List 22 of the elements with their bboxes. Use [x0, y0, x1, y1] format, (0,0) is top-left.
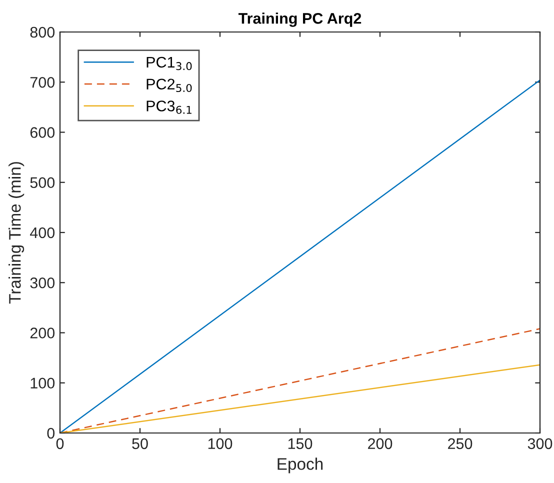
y-tick-label: 200: [30, 328, 55, 338]
y-tick-label: 800: [30, 26, 55, 38]
y-tick-label: 600: [30, 127, 55, 138]
y-tick-label: 700: [30, 76, 55, 88]
x-tick-label: 150: [288, 438, 312, 450]
y-tick-label: 500: [30, 177, 55, 188]
legend-label: PC3$_{6.1}$: [146, 100, 192, 114]
x-tick-label: 50: [132, 438, 148, 450]
x-tick-label: 0: [56, 438, 64, 450]
x-axis-title: Epoch: [278, 458, 323, 474]
x-tick-label: 300: [528, 438, 552, 450]
x-tick-label: 100: [208, 438, 232, 450]
legend-label: PC2$_{5.0}$: [146, 78, 192, 92]
y-tick-label: 100: [30, 378, 55, 389]
x-tick-label: 250: [448, 438, 472, 450]
chart-title: Training PC Arq2: [238, 12, 362, 27]
y-tick-label: 0: [47, 428, 55, 439]
y-axis-title: Training Time (min): [8, 162, 24, 304]
legend-label: PC1$_{3.0}$: [146, 56, 192, 70]
y-tick-label: 300: [30, 277, 55, 288]
y-tick-label: 400: [30, 227, 55, 238]
x-tick-label: 200: [368, 438, 392, 450]
